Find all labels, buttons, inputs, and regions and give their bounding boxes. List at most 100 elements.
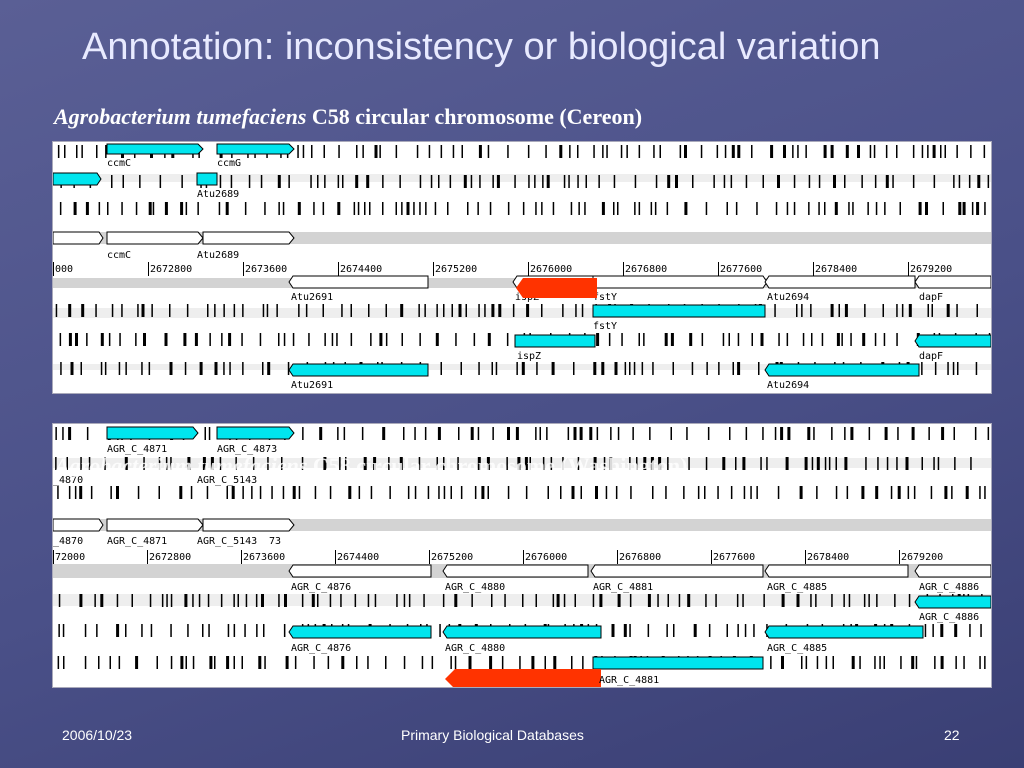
stop-mark — [233, 594, 235, 607]
gene-fstY-outline[interactable] — [592, 275, 768, 289]
stop-mark — [118, 362, 121, 375]
gene-outline-ccmC[interactable] — [106, 231, 204, 245]
stop-mark — [977, 175, 981, 188]
gene-agr-c-4886-cyan[interactable] — [914, 595, 991, 609]
genome-browser-panel-washington[interactable]: AGR_C_4871 AGR_C_4873 _4870 AGR_C_5143 _… — [52, 423, 992, 688]
gene-ccmC[interactable] — [106, 143, 204, 155]
stop-mark — [331, 333, 334, 346]
stop-mark — [629, 362, 631, 375]
stop-mark — [55, 427, 57, 440]
stop-mark — [489, 202, 492, 215]
stop-mark — [323, 457, 327, 470]
stop-mark — [84, 624, 87, 637]
gene-ccmG[interactable] — [216, 143, 295, 155]
barcode-row — [58, 594, 983, 607]
stop-mark — [667, 175, 671, 188]
gene-outline-4871[interactable] — [106, 518, 204, 532]
stop-mark — [57, 486, 59, 499]
stop-mark — [298, 486, 301, 499]
gene-label-4886: AGR_C_4886 — [919, 582, 979, 593]
genome-browser-panel-cereon[interactable]: ccmC ccmG Atu2689 ccmC Atu2689 000 267280… — [52, 141, 992, 394]
stop-mark — [944, 145, 946, 158]
ruler-tick-label: 2676800 — [619, 552, 661, 563]
stop-mark — [363, 457, 367, 470]
stop-mark — [573, 427, 577, 440]
ruler-tick — [813, 262, 814, 276]
stop-mark — [863, 594, 866, 607]
gene-agr-c-4881-cyan[interactable] — [592, 656, 764, 670]
ruler-tick — [899, 550, 900, 564]
gene-ispZ[interactable] — [514, 334, 596, 348]
stop-mark — [260, 175, 263, 188]
stop-mark — [338, 145, 340, 158]
gene-agr-c-4871[interactable] — [106, 426, 199, 440]
stop-mark — [534, 175, 536, 188]
stop-mark — [912, 145, 915, 158]
stop-mark — [388, 457, 390, 470]
gene-agr-c-4881[interactable] — [590, 564, 764, 578]
stop-mark — [297, 202, 301, 215]
stop-mark — [974, 427, 977, 440]
gene-agr-c-4876[interactable] — [288, 564, 432, 578]
gene-outline-atu2689[interactable] — [202, 231, 295, 245]
stop-mark — [815, 594, 817, 607]
barcode-row — [57, 486, 986, 499]
gene-atu2691[interactable] — [288, 275, 429, 289]
gene-agr-c-4880[interactable] — [442, 564, 589, 578]
gene-partial-left[interactable] — [53, 172, 102, 186]
gene-atu2691-cyan[interactable] — [288, 363, 429, 377]
stop-mark — [311, 145, 313, 158]
stop-mark — [486, 457, 490, 470]
stop-mark — [105, 145, 107, 158]
stop-mark — [596, 427, 599, 440]
barcode-row — [59, 202, 986, 215]
stop-mark — [868, 594, 870, 607]
gene-dapF-outline[interactable] — [914, 275, 991, 289]
stop-mark — [382, 175, 384, 188]
stop-mark — [750, 486, 752, 499]
stop-mark — [382, 427, 386, 440]
stop-mark — [357, 202, 360, 215]
stop-mark — [379, 145, 381, 158]
stop-mark — [562, 457, 564, 470]
stop-mark — [283, 624, 286, 637]
stop-mark — [512, 304, 515, 317]
gene-agr-c-4876-cyan[interactable] — [288, 625, 432, 639]
stop-mark — [804, 457, 808, 470]
gene-agr-c-4873[interactable] — [216, 426, 295, 440]
stop-mark — [816, 486, 818, 499]
gene-atu2694-outline[interactable] — [764, 275, 916, 289]
stop-mark — [288, 175, 290, 188]
gene-dapF[interactable] — [914, 334, 991, 348]
gene-agr-c-4885[interactable] — [764, 564, 909, 578]
stop-mark — [724, 145, 727, 158]
gene-outline-5143[interactable] — [202, 518, 295, 532]
stop-mark — [68, 427, 72, 440]
stop-mark — [440, 362, 442, 375]
washington-caption: Agrobacterium tumefaciens C58 circular c… — [55, 453, 688, 479]
stop-mark — [278, 594, 280, 607]
stop-mark — [823, 145, 827, 158]
stop-mark — [197, 202, 199, 215]
gene-outline-left[interactable] — [53, 231, 104, 245]
gene-outline-4870[interactable] — [53, 518, 104, 532]
stop-mark — [329, 594, 332, 607]
stop-mark — [535, 202, 537, 215]
gene-agr-c-4880-cyan[interactable] — [442, 625, 602, 639]
stop-mark — [507, 486, 510, 499]
gene-agr-c-4885-cyan[interactable] — [764, 625, 924, 639]
stop-mark — [59, 333, 62, 346]
gene-atu2694-cyan[interactable] — [764, 363, 920, 377]
stop-mark — [292, 333, 295, 346]
stop-mark — [413, 202, 415, 215]
stop-mark — [593, 145, 595, 158]
gene-fstY[interactable] — [592, 304, 766, 318]
stop-mark — [940, 656, 944, 669]
stop-mark — [762, 175, 764, 188]
gene-agr-c-4886[interactable] — [914, 564, 991, 578]
stop-mark — [187, 624, 189, 637]
stop-mark — [74, 486, 77, 499]
stop-mark — [438, 175, 440, 188]
footer-title: Primary Biological Databases — [401, 727, 584, 743]
gene-atu2689[interactable] — [196, 172, 218, 186]
